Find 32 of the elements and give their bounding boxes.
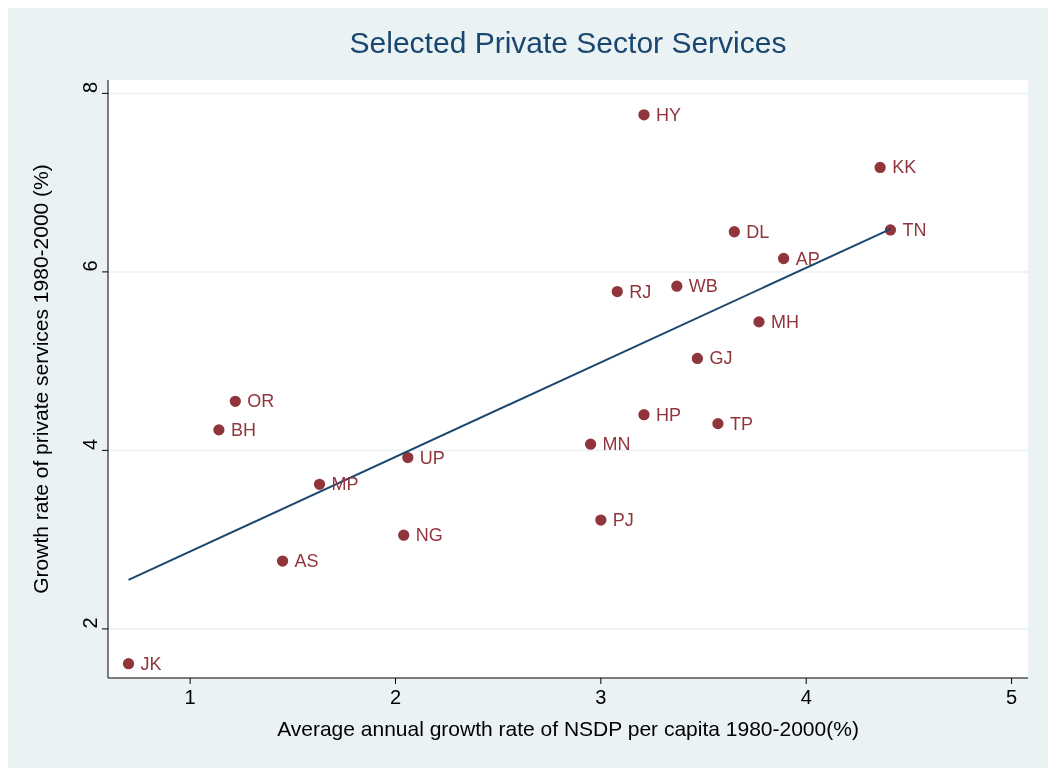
annotation: TN [902,219,927,240]
annotation: OR [247,391,275,412]
annotation: KK [892,157,917,178]
annotation: HP [655,404,681,425]
annotation: WB [688,276,718,297]
annotation: NG [415,525,443,546]
annotation: MH [770,311,799,332]
x-tick-label: 3 [595,686,607,708]
y-tick-label: 8 [79,81,101,93]
y-axis-title: Growth rate of private services 1980-2000 (%) [29,164,52,594]
x-tick-label: 5 [1006,686,1018,708]
chart-title: Selected Private Sector Services [349,26,787,59]
annotation: GJ [709,348,733,369]
annotation: TP [729,413,753,434]
annotation: HY [655,104,681,125]
x-tick-label: 1 [184,686,196,708]
annotation: DL [746,221,770,242]
x-tick-label: 4 [800,686,812,708]
x-tick-label: 2 [389,686,402,708]
y-tick-label: 2 [79,617,101,629]
annotation: JK [140,653,162,674]
annotation: BH [230,419,256,440]
annotation: UP [419,447,445,468]
annotation: AS [294,551,319,572]
y-tick-label: 4 [79,438,101,450]
y-tick-label: 6 [79,260,101,272]
annotation: AP [795,248,820,269]
annotation: MN [602,434,631,455]
annotation: MP [331,474,359,495]
annotation: PJ [612,510,634,531]
annotation: RJ [629,281,652,302]
x-axis-title: Average annual growth rate of NSDP per capita 1980-2000(%) [277,717,859,740]
